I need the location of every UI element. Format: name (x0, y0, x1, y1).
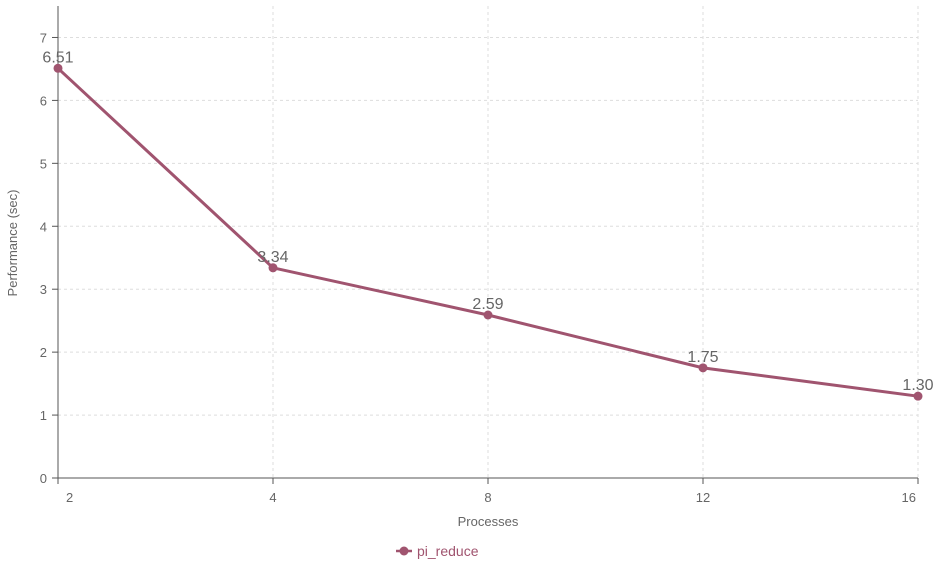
y-tick-label: 0 (40, 471, 47, 486)
x-tick-label: 16 (902, 490, 916, 505)
data-label: 1.75 (687, 349, 718, 366)
y-tick-label: 1 (40, 408, 47, 423)
legend-dot-marker (399, 546, 409, 556)
x-axis-title: Processes (458, 514, 519, 529)
legend[interactable]: pi_reduce (396, 543, 479, 559)
data-point[interactable] (483, 310, 493, 320)
data-label: 3.34 (257, 249, 288, 266)
x-tick-label: 2 (66, 490, 73, 505)
x-axis-ticks: 2 4 8 12 16 (57, 478, 919, 505)
y-tick-label: 3 (40, 282, 47, 297)
data-label: 2.59 (472, 296, 503, 313)
data-label: 6.51 (42, 49, 73, 66)
y-tick-label: 6 (40, 93, 47, 108)
data-label: 1.30 (902, 377, 933, 394)
series-group: 6.51 3.34 2.59 1.75 1.30 (42, 49, 934, 401)
y-tick-label: 2 (40, 345, 47, 360)
data-point[interactable] (53, 63, 63, 73)
data-point[interactable] (268, 263, 278, 273)
legend-label: pi_reduce (417, 543, 479, 559)
x-tick-label: 8 (484, 490, 491, 505)
y-axis-title: Performance (sec) (5, 190, 20, 297)
series-line (56, 67, 919, 398)
data-point[interactable] (698, 363, 708, 373)
y-tick-label: 5 (40, 156, 47, 171)
y-tick-label: 4 (40, 219, 47, 234)
x-tick-label: 12 (696, 490, 710, 505)
x-tick-label: 4 (269, 490, 276, 505)
grid (58, 6, 919, 478)
y-axis-ticks: 0 1 2 3 4 5 6 7 (40, 30, 58, 486)
y-tick-label: 7 (40, 30, 47, 45)
data-point[interactable] (913, 391, 923, 401)
